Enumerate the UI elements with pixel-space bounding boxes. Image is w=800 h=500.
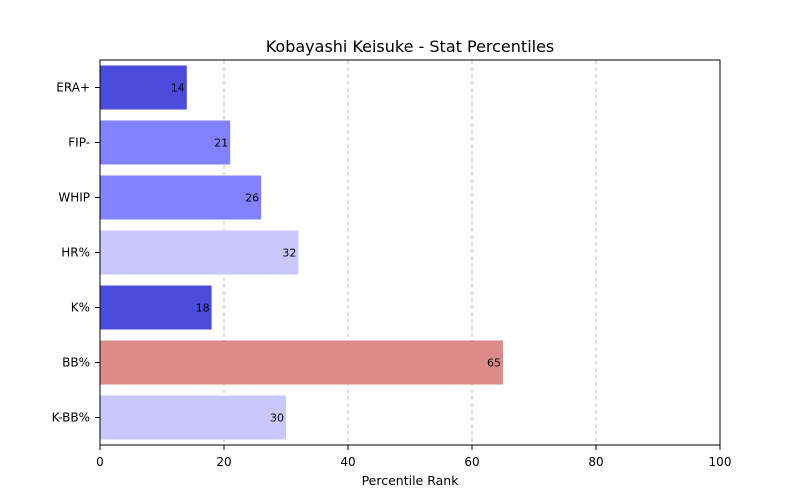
bar (100, 120, 231, 165)
bar-value-label: 30 (270, 412, 284, 425)
y-tick-label: ERA+ (56, 81, 90, 95)
bar (100, 395, 286, 440)
chart-title: Kobayashi Keisuke - Stat Percentiles (266, 37, 555, 56)
bar-value-label: 21 (214, 137, 228, 150)
bar (100, 230, 299, 275)
plot-frame (99, 59, 721, 446)
y-tick-label: FIP- (68, 136, 90, 150)
bar (100, 285, 212, 330)
x-axis: 0 20 40 60 80 100 (96, 445, 731, 469)
y-axis: ERA+ FIP- WHIP HR% K% BB% K-BB% (52, 81, 100, 425)
bar-value-label: 26 (245, 192, 259, 205)
bars: 14 21 26 32 18 65 30 (100, 65, 503, 440)
bar-value-label: 65 (487, 357, 501, 370)
bar-value-label: 14 (171, 82, 185, 95)
y-tick-label: K% (71, 301, 90, 315)
y-tick-label: WHIP (58, 191, 90, 205)
bar (100, 175, 262, 220)
bar-value-label: 18 (196, 302, 210, 315)
bar-value-label: 32 (282, 247, 296, 260)
y-tick-label: K-BB% (52, 411, 90, 425)
x-axis-label: Percentile Rank (362, 473, 460, 488)
bar (100, 340, 503, 385)
x-tick-label: 100 (709, 455, 732, 469)
x-tick-label: 0 (96, 455, 104, 469)
y-tick-label: HR% (61, 246, 90, 260)
bar (100, 65, 187, 110)
x-tick-label: 60 (464, 455, 479, 469)
y-tick-label: BB% (62, 356, 90, 370)
x-tick-label: 80 (588, 455, 603, 469)
x-tick-label: 40 (340, 455, 355, 469)
x-tick-label: 20 (216, 455, 231, 469)
